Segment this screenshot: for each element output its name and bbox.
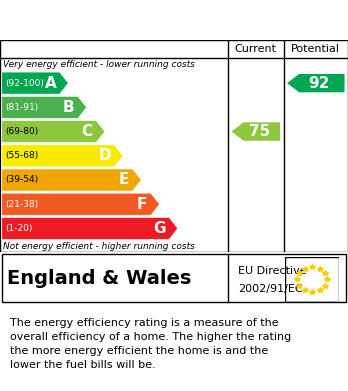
Text: Potential: Potential bbox=[291, 44, 340, 54]
Text: 2002/91/EC: 2002/91/EC bbox=[238, 284, 303, 294]
Text: The energy efficiency rating is a measure of the
overall efficiency of a home. T: The energy efficiency rating is a measur… bbox=[10, 318, 292, 370]
Text: G: G bbox=[153, 221, 166, 236]
Polygon shape bbox=[2, 72, 68, 94]
Polygon shape bbox=[2, 217, 178, 239]
Polygon shape bbox=[231, 122, 280, 141]
Text: EU Directive: EU Directive bbox=[238, 265, 307, 276]
Text: (1-20): (1-20) bbox=[5, 224, 33, 233]
Polygon shape bbox=[2, 145, 123, 167]
Text: F: F bbox=[137, 197, 147, 212]
Text: (69-80): (69-80) bbox=[5, 127, 39, 136]
Polygon shape bbox=[2, 193, 159, 215]
Text: 75: 75 bbox=[248, 124, 270, 139]
Text: Very energy efficient - lower running costs: Very energy efficient - lower running co… bbox=[3, 60, 196, 70]
Text: (39-54): (39-54) bbox=[5, 176, 38, 185]
Text: B: B bbox=[63, 100, 74, 115]
Text: Energy Efficiency Rating: Energy Efficiency Rating bbox=[10, 11, 258, 30]
Text: Current: Current bbox=[235, 44, 277, 54]
Text: (55-68): (55-68) bbox=[5, 151, 39, 160]
Text: (92-100): (92-100) bbox=[5, 79, 44, 88]
Text: D: D bbox=[98, 148, 111, 163]
Text: England & Wales: England & Wales bbox=[7, 269, 191, 288]
Polygon shape bbox=[2, 169, 141, 191]
Text: A: A bbox=[45, 75, 56, 91]
Text: (21-38): (21-38) bbox=[5, 200, 38, 209]
Polygon shape bbox=[287, 74, 345, 92]
Text: 92: 92 bbox=[309, 75, 330, 91]
Text: Not energy efficient - higher running costs: Not energy efficient - higher running co… bbox=[3, 242, 195, 251]
Polygon shape bbox=[2, 96, 87, 118]
Text: E: E bbox=[119, 172, 129, 188]
Text: C: C bbox=[81, 124, 93, 139]
Text: (81-91): (81-91) bbox=[5, 103, 39, 112]
Polygon shape bbox=[2, 120, 105, 143]
